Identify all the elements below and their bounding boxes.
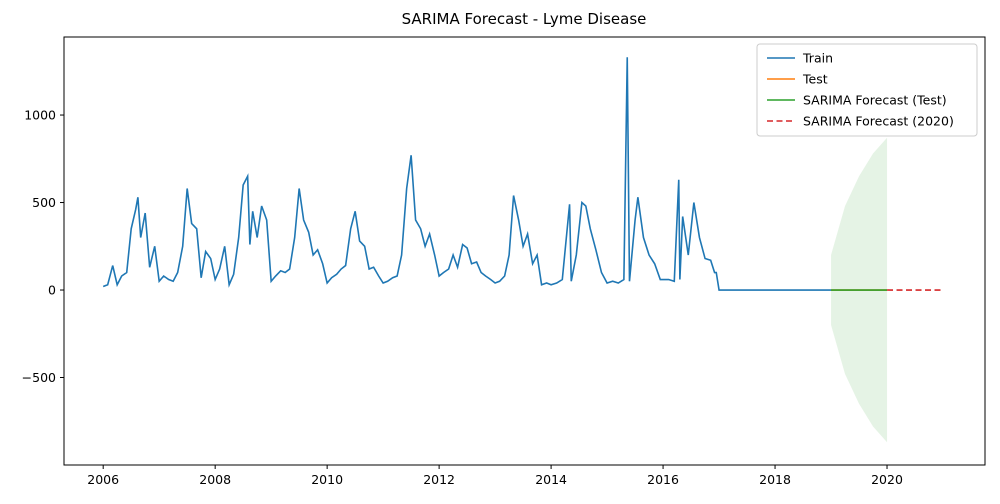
x-tick-label: 2008 — [199, 472, 231, 487]
legend-label: SARIMA Forecast (Test) — [803, 93, 947, 108]
series-line — [102, 57, 832, 291]
legend-box — [756, 43, 978, 137]
legend-label: Train — [802, 51, 833, 66]
y-tick-label: 0 — [48, 283, 56, 298]
legend: Train Test SARIMA Forecast (Test) SARIMA Fo… — [756, 43, 978, 137]
plot-frame — [63, 36, 986, 466]
y-tick-label: −500 — [22, 370, 56, 385]
legend-label: SARIMA Forecast (2020) — [803, 114, 954, 129]
x-tick-label: 2018 — [759, 472, 791, 487]
x-tick-label: 2020 — [871, 472, 903, 487]
legend-label: Test — [802, 72, 828, 87]
x-tick-label: 2014 — [535, 472, 567, 487]
y-tick-label: 1000 — [24, 108, 56, 123]
x-tick-label: 2016 — [647, 472, 679, 487]
y-tick-label: 500 — [32, 195, 56, 210]
x-tick-label: 2006 — [87, 472, 119, 487]
x-tick-label: 2012 — [423, 472, 455, 487]
chart-title: SARIMA Forecast - Lyme Disease — [402, 10, 647, 28]
x-tick-label: 2010 — [311, 472, 343, 487]
